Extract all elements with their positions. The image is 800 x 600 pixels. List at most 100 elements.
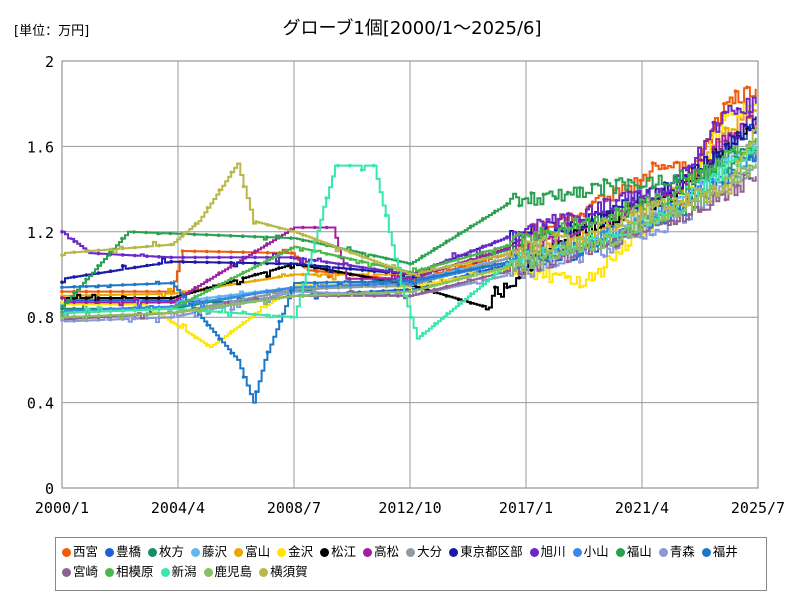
data-point xyxy=(590,236,594,240)
data-point xyxy=(253,234,257,239)
data-point xyxy=(602,265,606,270)
data-point xyxy=(662,182,667,187)
data-point xyxy=(444,284,449,289)
data-point xyxy=(384,290,389,295)
data-point xyxy=(133,302,137,307)
data-point xyxy=(217,294,221,299)
data-point xyxy=(205,296,209,300)
legend-label: 高松 xyxy=(374,544,400,559)
data-point xyxy=(157,281,161,286)
data-point xyxy=(289,262,293,266)
data-point xyxy=(229,295,233,300)
data-point xyxy=(360,283,365,287)
data-point xyxy=(157,261,161,266)
data-point xyxy=(444,280,449,285)
data-point xyxy=(193,255,197,260)
data-point xyxy=(590,278,594,282)
data-point xyxy=(626,211,631,215)
data-point xyxy=(108,247,113,252)
data-point xyxy=(157,243,161,248)
data-point xyxy=(253,312,257,317)
data-point xyxy=(626,178,631,182)
data-point xyxy=(371,163,376,168)
data-point xyxy=(444,260,449,265)
data-point xyxy=(84,249,89,254)
legend-marker xyxy=(277,547,287,557)
data-point xyxy=(145,289,149,294)
data-point xyxy=(578,218,582,222)
x-tick-label: 2017/1 xyxy=(499,499,553,517)
data-point xyxy=(469,292,473,296)
data-point xyxy=(383,213,388,218)
data-point xyxy=(420,290,424,295)
data-point xyxy=(456,269,461,274)
data-point xyxy=(505,252,509,256)
legend-marker xyxy=(148,547,158,557)
legend-marker xyxy=(572,547,582,557)
data-point xyxy=(360,260,365,264)
data-point xyxy=(735,150,740,155)
data-point xyxy=(336,282,341,286)
data-point xyxy=(614,250,618,254)
data-point xyxy=(493,268,497,272)
data-point xyxy=(253,264,257,269)
data-point xyxy=(529,251,534,255)
data-point xyxy=(602,218,606,222)
data-point xyxy=(468,278,473,283)
data-point xyxy=(699,158,703,162)
data-point xyxy=(205,323,209,327)
data-point xyxy=(205,249,209,254)
data-point xyxy=(372,291,377,295)
data-point xyxy=(638,178,643,183)
series-line xyxy=(62,125,757,277)
data-point xyxy=(675,219,679,224)
y-tick-label: 1.6 xyxy=(27,138,54,156)
legend-label: 相模原 xyxy=(116,564,154,579)
data-point xyxy=(336,254,341,259)
data-point xyxy=(675,160,679,165)
data-point xyxy=(289,294,293,298)
data-point xyxy=(108,283,113,288)
data-point xyxy=(602,254,606,259)
data-point xyxy=(553,250,558,254)
data-point xyxy=(529,268,534,272)
data-point xyxy=(241,375,246,379)
legend-item: 旭川 xyxy=(529,542,566,562)
data-point xyxy=(529,265,534,270)
data-point xyxy=(614,223,618,227)
data-point xyxy=(108,296,113,300)
data-point xyxy=(241,250,245,254)
data-point xyxy=(84,273,89,277)
data-point xyxy=(372,259,377,264)
data-point xyxy=(289,288,293,293)
data-point xyxy=(193,260,197,264)
data-point xyxy=(420,276,424,281)
legend-marker xyxy=(406,547,416,557)
data-point xyxy=(96,300,101,305)
data-point xyxy=(614,198,618,203)
data-point xyxy=(229,299,233,304)
data-point xyxy=(180,249,185,253)
data-point xyxy=(145,296,149,300)
data-point xyxy=(84,314,89,319)
data-point xyxy=(662,190,667,195)
data-point xyxy=(505,264,509,269)
data-point xyxy=(747,155,752,159)
data-point xyxy=(481,265,485,269)
data-point xyxy=(541,255,546,260)
data-point xyxy=(505,243,509,248)
data-point xyxy=(241,255,245,260)
data-point xyxy=(650,200,655,204)
data-point xyxy=(360,268,365,272)
data-point xyxy=(432,247,437,251)
data-point xyxy=(241,184,246,189)
data-point xyxy=(529,274,534,279)
data-point xyxy=(289,236,293,240)
data-point xyxy=(277,275,281,279)
legend-label: 鹿児島 xyxy=(214,564,253,579)
data-point xyxy=(565,212,570,216)
legend-marker xyxy=(658,547,668,557)
data-point xyxy=(229,276,233,281)
data-point xyxy=(444,294,449,298)
